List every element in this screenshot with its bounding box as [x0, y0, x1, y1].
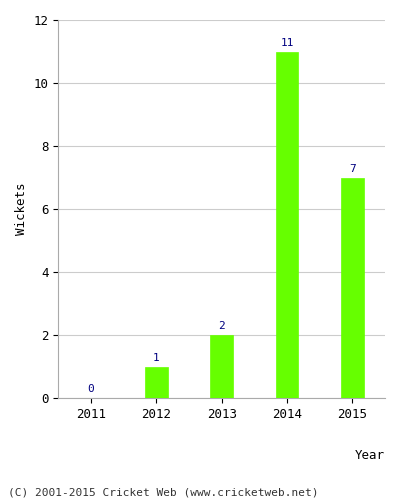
Bar [145, 366, 168, 398]
Y-axis label: Wickets: Wickets [15, 183, 28, 236]
Text: (C) 2001-2015 Cricket Web (www.cricketweb.net): (C) 2001-2015 Cricket Web (www.cricketwe… [8, 488, 318, 498]
Bar [210, 335, 233, 398]
Text: 1: 1 [153, 353, 160, 363]
Text: 11: 11 [280, 38, 294, 48]
Text: 0: 0 [88, 384, 94, 394]
Text: 2: 2 [218, 322, 225, 332]
Text: 7: 7 [349, 164, 356, 174]
Bar [341, 178, 364, 398]
Bar [276, 52, 298, 398]
Text: Year: Year [355, 448, 385, 462]
